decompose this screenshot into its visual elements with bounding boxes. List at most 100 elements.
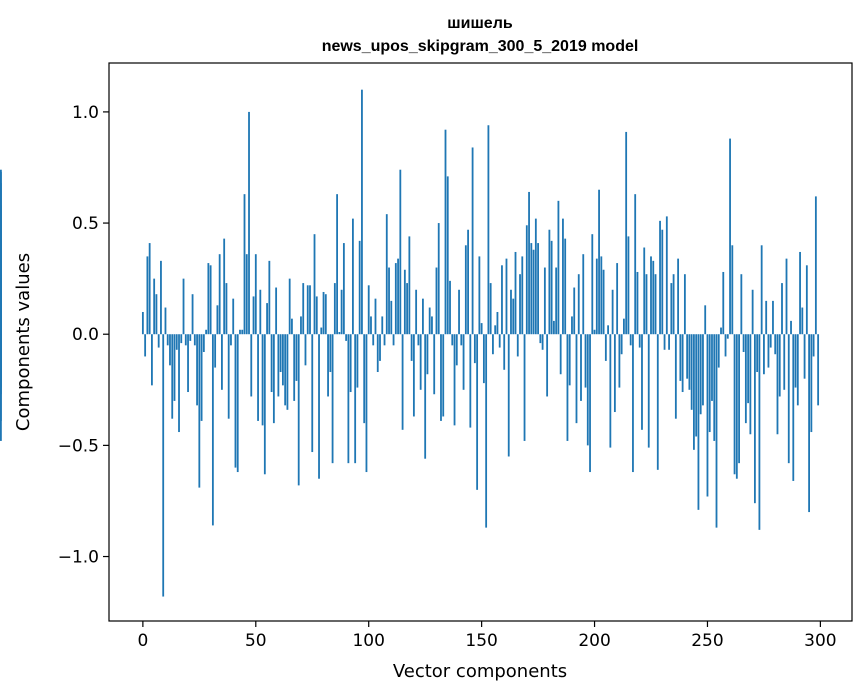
bar — [171, 334, 174, 419]
bar — [485, 334, 488, 528]
bar — [144, 334, 147, 357]
bar — [169, 334, 171, 366]
bar — [342, 243, 345, 335]
bar — [562, 218, 564, 335]
bar — [243, 194, 246, 335]
bar — [512, 298, 515, 335]
bar — [505, 258, 508, 335]
bar — [390, 300, 393, 335]
bars-group — [0, 89, 820, 597]
bar — [656, 334, 659, 470]
bar — [577, 274, 580, 335]
bar — [394, 263, 397, 335]
bar — [198, 334, 201, 488]
bar — [153, 278, 156, 335]
bar — [180, 334, 183, 344]
bar — [598, 189, 600, 335]
bar — [575, 334, 578, 424]
bar — [399, 169, 402, 335]
bar — [440, 334, 442, 421]
bar — [311, 334, 314, 453]
bar — [331, 334, 334, 464]
bar — [510, 289, 512, 335]
bar — [300, 316, 302, 335]
bar — [600, 256, 603, 335]
bar — [738, 334, 740, 464]
bar — [634, 194, 637, 335]
x-tick-label: 300 — [804, 631, 836, 651]
bar — [636, 271, 639, 335]
bar — [638, 334, 641, 348]
bar — [383, 334, 386, 346]
bar — [584, 334, 587, 388]
bar — [803, 334, 806, 379]
bar — [652, 260, 655, 335]
bar — [352, 218, 354, 335]
bar — [498, 334, 501, 348]
bar — [487, 125, 490, 335]
bar — [697, 334, 700, 510]
bar — [693, 334, 695, 450]
bar — [516, 334, 519, 357]
bar — [571, 316, 573, 335]
x-tick-label: 50 — [245, 631, 267, 651]
bar — [157, 334, 160, 348]
bar — [751, 289, 754, 335]
bar — [241, 329, 244, 335]
bar — [805, 265, 808, 335]
bar — [367, 285, 370, 335]
bar — [810, 334, 813, 433]
x-axis-label: Vector components — [393, 661, 567, 682]
bar — [654, 274, 657, 335]
bar — [733, 334, 736, 475]
bar — [270, 334, 273, 393]
bar — [458, 289, 460, 335]
bar — [489, 283, 492, 335]
bar — [787, 334, 790, 464]
bar — [482, 334, 485, 384]
bar — [713, 334, 716, 441]
bar — [704, 305, 707, 335]
bar — [252, 296, 255, 335]
bar — [744, 334, 747, 424]
bar — [155, 294, 158, 335]
bar — [659, 220, 661, 335]
bar — [313, 234, 316, 335]
bar — [0, 278, 2, 335]
bar — [444, 129, 447, 335]
bar — [616, 263, 619, 335]
bar — [193, 334, 196, 346]
bar — [555, 267, 558, 335]
bar — [623, 318, 625, 335]
bar — [781, 283, 783, 335]
bar — [559, 334, 562, 375]
bar — [641, 334, 643, 430]
bar — [449, 280, 451, 335]
bar — [306, 285, 309, 335]
bar — [528, 191, 530, 335]
bar — [783, 334, 786, 390]
bar — [460, 334, 463, 346]
bar — [191, 294, 194, 335]
bar — [543, 267, 546, 335]
x-tick-label: 250 — [691, 631, 723, 651]
bar — [148, 243, 151, 335]
bar — [385, 214, 388, 335]
bar — [589, 334, 591, 473]
bar — [629, 334, 632, 346]
bar — [650, 256, 652, 335]
bar — [749, 334, 752, 435]
bar — [381, 316, 384, 335]
bar — [453, 334, 456, 426]
bar — [288, 278, 291, 335]
bar — [304, 334, 307, 366]
bar — [281, 334, 284, 386]
bar — [363, 334, 366, 424]
bar — [609, 334, 612, 448]
bar — [530, 243, 533, 335]
bar — [415, 289, 418, 335]
bar — [503, 334, 506, 370]
bar — [722, 271, 725, 335]
bar — [205, 329, 208, 335]
